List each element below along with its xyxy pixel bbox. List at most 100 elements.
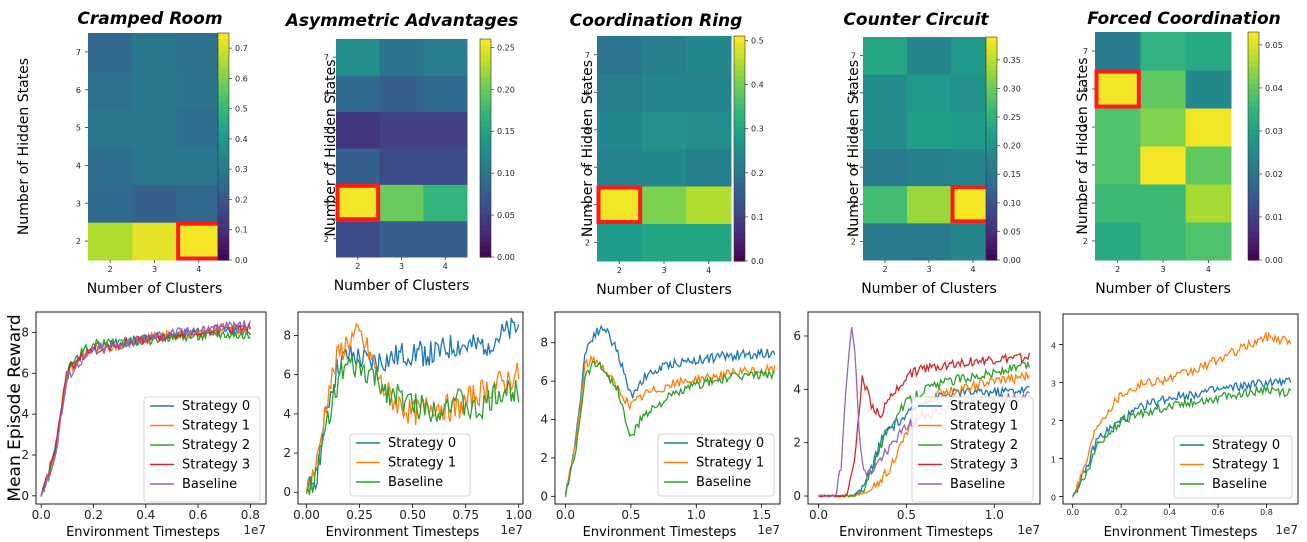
- legend-box: [911, 396, 1034, 503]
- colorbar-segment: [1248, 37, 1259, 44]
- colorbar-segment: [986, 193, 997, 200]
- colorbar-tick-label: 0.2: [235, 195, 248, 204]
- colorbar-segment: [734, 69, 745, 76]
- series-line: [818, 352, 1031, 498]
- heatmap-cell: [1140, 70, 1187, 109]
- heatmap-cell: [1095, 222, 1141, 261]
- x-tick-label: 1.5: [752, 508, 771, 522]
- x-tick-label: 0.0: [556, 508, 575, 522]
- x-multiplier-label: 1e7: [1017, 523, 1040, 537]
- colorbar-segment: [480, 77, 491, 84]
- heatmap-cell: [1095, 32, 1141, 71]
- x-tick-label: 1.00: [505, 508, 532, 522]
- y-tick-label: 1: [1051, 455, 1056, 464]
- x-tick-label: 0.50: [399, 508, 426, 522]
- colorbar-tick-label: 0.10: [497, 169, 515, 178]
- heatmap-cell: [1185, 32, 1232, 71]
- colorbar-segment: [734, 64, 745, 71]
- colorbar-tick-label: 0.25: [1003, 113, 1021, 122]
- colorbar-segment: [734, 137, 745, 144]
- heatmap-cell: [176, 70, 222, 110]
- heatmap-cell: [1185, 184, 1232, 223]
- colorbar-segment: [218, 89, 229, 97]
- colorbar-segment: [218, 101, 229, 108]
- colorbar-segment: [218, 197, 229, 204]
- y-tick-label: 2: [540, 451, 548, 465]
- heatmap-cell: [88, 108, 133, 147]
- colorbar-segment: [480, 60, 491, 67]
- colorbar-segment: [480, 126, 491, 133]
- colorbar-segment: [986, 248, 997, 256]
- colorbar-segment: [986, 92, 997, 99]
- heatmap-cell: [907, 148, 952, 187]
- heatmap-cell: [336, 184, 381, 222]
- y-tick-label: 4: [851, 163, 856, 172]
- legend-label: Strategy 0: [182, 399, 250, 414]
- series-line: [305, 317, 520, 491]
- colorbar-segment: [480, 240, 491, 247]
- colorbar-segment: [1248, 203, 1259, 210]
- colorbar-segment: [1248, 214, 1259, 221]
- x-axis-label: Number of Clusters: [1095, 281, 1231, 297]
- colorbar-segment: [1248, 49, 1259, 56]
- heatmap-cell: [379, 184, 424, 222]
- colorbar-tick-label: 0.5: [235, 105, 248, 114]
- colorbar-segment: [986, 154, 997, 161]
- x-tick-label: 4: [1206, 265, 1211, 274]
- colorbar-segment: [218, 106, 229, 114]
- colorbar-segment: [480, 131, 491, 138]
- colorbar-segment: [218, 33, 229, 40]
- colorbar-segment: [218, 203, 229, 210]
- heatmap-cell: [1095, 146, 1141, 185]
- heatmap-cell: [379, 111, 424, 149]
- y-tick-label: 5: [76, 124, 81, 133]
- colorbar-segment: [734, 148, 745, 155]
- colorbar-segment: [1248, 106, 1259, 113]
- y-tick-label: 2: [793, 436, 801, 450]
- colorbar-tick-label: 0.02: [1265, 170, 1283, 179]
- heatmap-cell: [907, 37, 952, 75]
- colorbar-segment: [218, 186, 229, 193]
- heatmap-cell: [597, 111, 643, 149]
- colorbar-segment: [1248, 71, 1259, 79]
- colorbar-segment: [218, 152, 229, 159]
- x-tick-label: 0.6: [188, 508, 207, 522]
- heatmap-cell: [88, 33, 133, 72]
- x-multiplier-label: 1e7: [1275, 523, 1298, 537]
- y-tick-label: 4: [1083, 161, 1088, 170]
- y-tick-label: 7: [1083, 47, 1088, 56]
- colorbar-segment: [734, 165, 745, 172]
- colorbar-segment: [218, 55, 229, 62]
- colorbar-segment: [218, 231, 229, 238]
- heatmap-cell: [132, 222, 178, 261]
- colorbar-tick-label: 0.25: [497, 43, 515, 52]
- colorbar-segment: [986, 48, 997, 55]
- heatmap-cell: [176, 222, 222, 261]
- heatmap-cell: [907, 185, 952, 224]
- colorbar-segment: [1248, 100, 1259, 107]
- colorbar-segment: [734, 92, 745, 99]
- series-line: [1072, 376, 1292, 497]
- heatmap-cell: [379, 148, 424, 185]
- colorbar-segment: [986, 181, 997, 189]
- x-tick-label: 0.6: [1212, 508, 1225, 517]
- legend-label: Strategy 0: [950, 399, 1018, 414]
- colorbar-segment: [986, 176, 997, 183]
- colorbar-tick-label: 0.5: [751, 36, 764, 45]
- legend-label: Strategy 1: [388, 456, 456, 471]
- colorbar-segment: [734, 238, 745, 245]
- colorbar-segment: [986, 165, 997, 172]
- legend-box: [143, 396, 261, 503]
- heatmap-cell: [336, 39, 381, 76]
- colorbar-segment: [218, 112, 229, 119]
- colorbar-segment: [986, 220, 997, 228]
- colorbar-segment: [480, 109, 491, 116]
- colorbar-segment: [480, 229, 491, 236]
- legend-label: Strategy 1: [1212, 458, 1280, 473]
- colorbar-segment: [1248, 254, 1259, 261]
- colorbar-segment: [480, 251, 491, 258]
- heatmap-panel-0: Cramped Room 2 3 4 2 3 4 5 6 7 Number of Clusters N…: [16, 9, 248, 297]
- y-tick-label: 6: [324, 90, 329, 99]
- colorbar-segment: [480, 49, 491, 56]
- heatmap-title: Coordination Ring: [570, 11, 743, 31]
